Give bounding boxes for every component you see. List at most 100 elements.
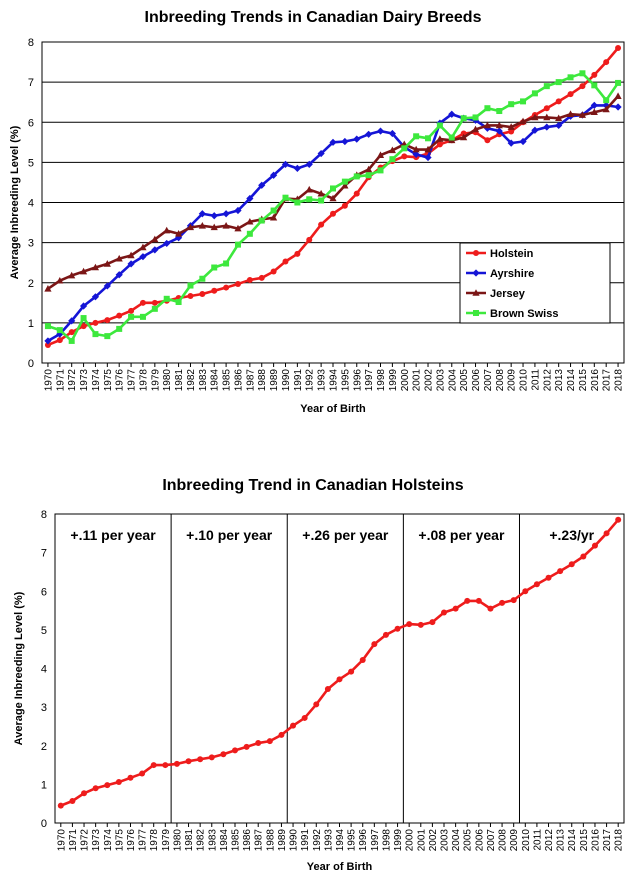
chart-dairy-breeds: Inbreeding Trends in Canadian Dairy Bree… [9,9,625,415]
data-point [150,762,157,769]
y-tick-label: 6 [28,117,34,129]
legend-box [459,242,611,324]
data-point [557,568,564,575]
data-point [412,145,420,153]
data-point [199,275,206,282]
x-tick-label: 1977 [138,829,149,852]
data-point [258,217,265,224]
series-holstein [57,516,622,809]
data-point [413,133,420,140]
x-tick-label: 2018 [614,369,625,392]
x-tick-label: 1979 [150,369,161,392]
x-tick-label: 1993 [323,829,334,852]
data-point [484,137,491,144]
data-point [590,108,598,116]
legend-swatch-marker [473,310,479,316]
data-point [543,105,550,112]
x-tick-label: 1984 [210,369,221,392]
x-tick-label: 2006 [474,829,485,852]
x-tick-label: 1997 [364,369,375,392]
data-point [519,137,527,146]
data-point [603,97,610,104]
data-point [211,287,218,294]
data-point [57,802,64,809]
data-point [567,91,574,98]
data-point [305,185,313,193]
data-point [341,137,349,146]
data-point [591,71,598,78]
data-point [394,625,401,632]
data-point [412,150,420,158]
data-point [266,738,273,745]
data-point [353,135,361,143]
data-point [187,282,194,289]
chart-holstein-trend: Inbreeding Trend in Canadian Holsteins01… [13,477,625,873]
data-point [68,271,76,279]
x-tick-label: 1984 [219,829,230,852]
data-point [92,319,99,326]
x-tick-label: 1995 [340,369,351,392]
data-point [545,574,552,581]
data-point [103,260,111,267]
x-tick-label: 1991 [293,369,304,392]
data-point [464,597,471,604]
data-point [578,111,587,118]
x-tick-label: 1988 [265,829,276,852]
x-tick-label: 2008 [495,369,506,392]
data-point [128,307,135,314]
x-tick-label: 2012 [544,829,555,852]
data-point [353,190,360,197]
data-point [220,751,227,758]
data-point [115,779,122,786]
data-point [162,762,169,769]
data-point [208,754,215,761]
x-tick-label: 1970 [56,829,67,852]
data-point [187,292,194,299]
data-point [270,207,277,214]
data-point [388,129,396,138]
data-point [116,325,123,332]
data-point [484,105,491,112]
data-point [56,276,64,284]
data-point [329,194,337,202]
data-point [510,597,517,604]
x-tick-label: 2013 [556,829,567,852]
data-point [210,212,218,220]
x-tick-label: 1971 [68,829,79,852]
x-tick-label: 2002 [424,369,435,392]
data-point [543,113,551,121]
data-point [44,341,51,348]
data-point [436,141,443,148]
legend-swatch-marker [472,269,480,277]
series-brown-swiss [44,70,622,344]
x-tick-label: 2001 [412,369,423,392]
x-tick-label: 2014 [566,369,577,392]
x-tick-label: 2018 [614,829,625,852]
data-point [365,165,373,173]
data-point [128,313,135,320]
data-point [222,221,230,229]
data-point [471,125,480,133]
x-tick-label: 1970 [43,369,54,392]
x-tick-label: 2003 [435,369,446,392]
data-point [615,45,622,52]
data-point [555,98,562,105]
x-tick-label: 2016 [590,369,601,392]
data-point [318,221,325,228]
x-tick-label: 2009 [507,369,518,392]
x-tick-label: 1991 [300,829,311,852]
data-point [507,139,515,147]
data-point [139,299,146,306]
data-point [615,516,622,523]
data-point [533,581,540,588]
x-tick-label: 2012 [542,369,553,392]
data-point [475,597,482,604]
x-axis-label: Year of Birth [307,861,373,873]
data-point [317,189,325,197]
y-tick-label: 0 [41,818,47,830]
data-point [531,90,538,97]
data-point [615,79,622,86]
data-point [115,271,123,279]
data-point [139,243,147,251]
legend-label: Holstein [490,248,534,260]
